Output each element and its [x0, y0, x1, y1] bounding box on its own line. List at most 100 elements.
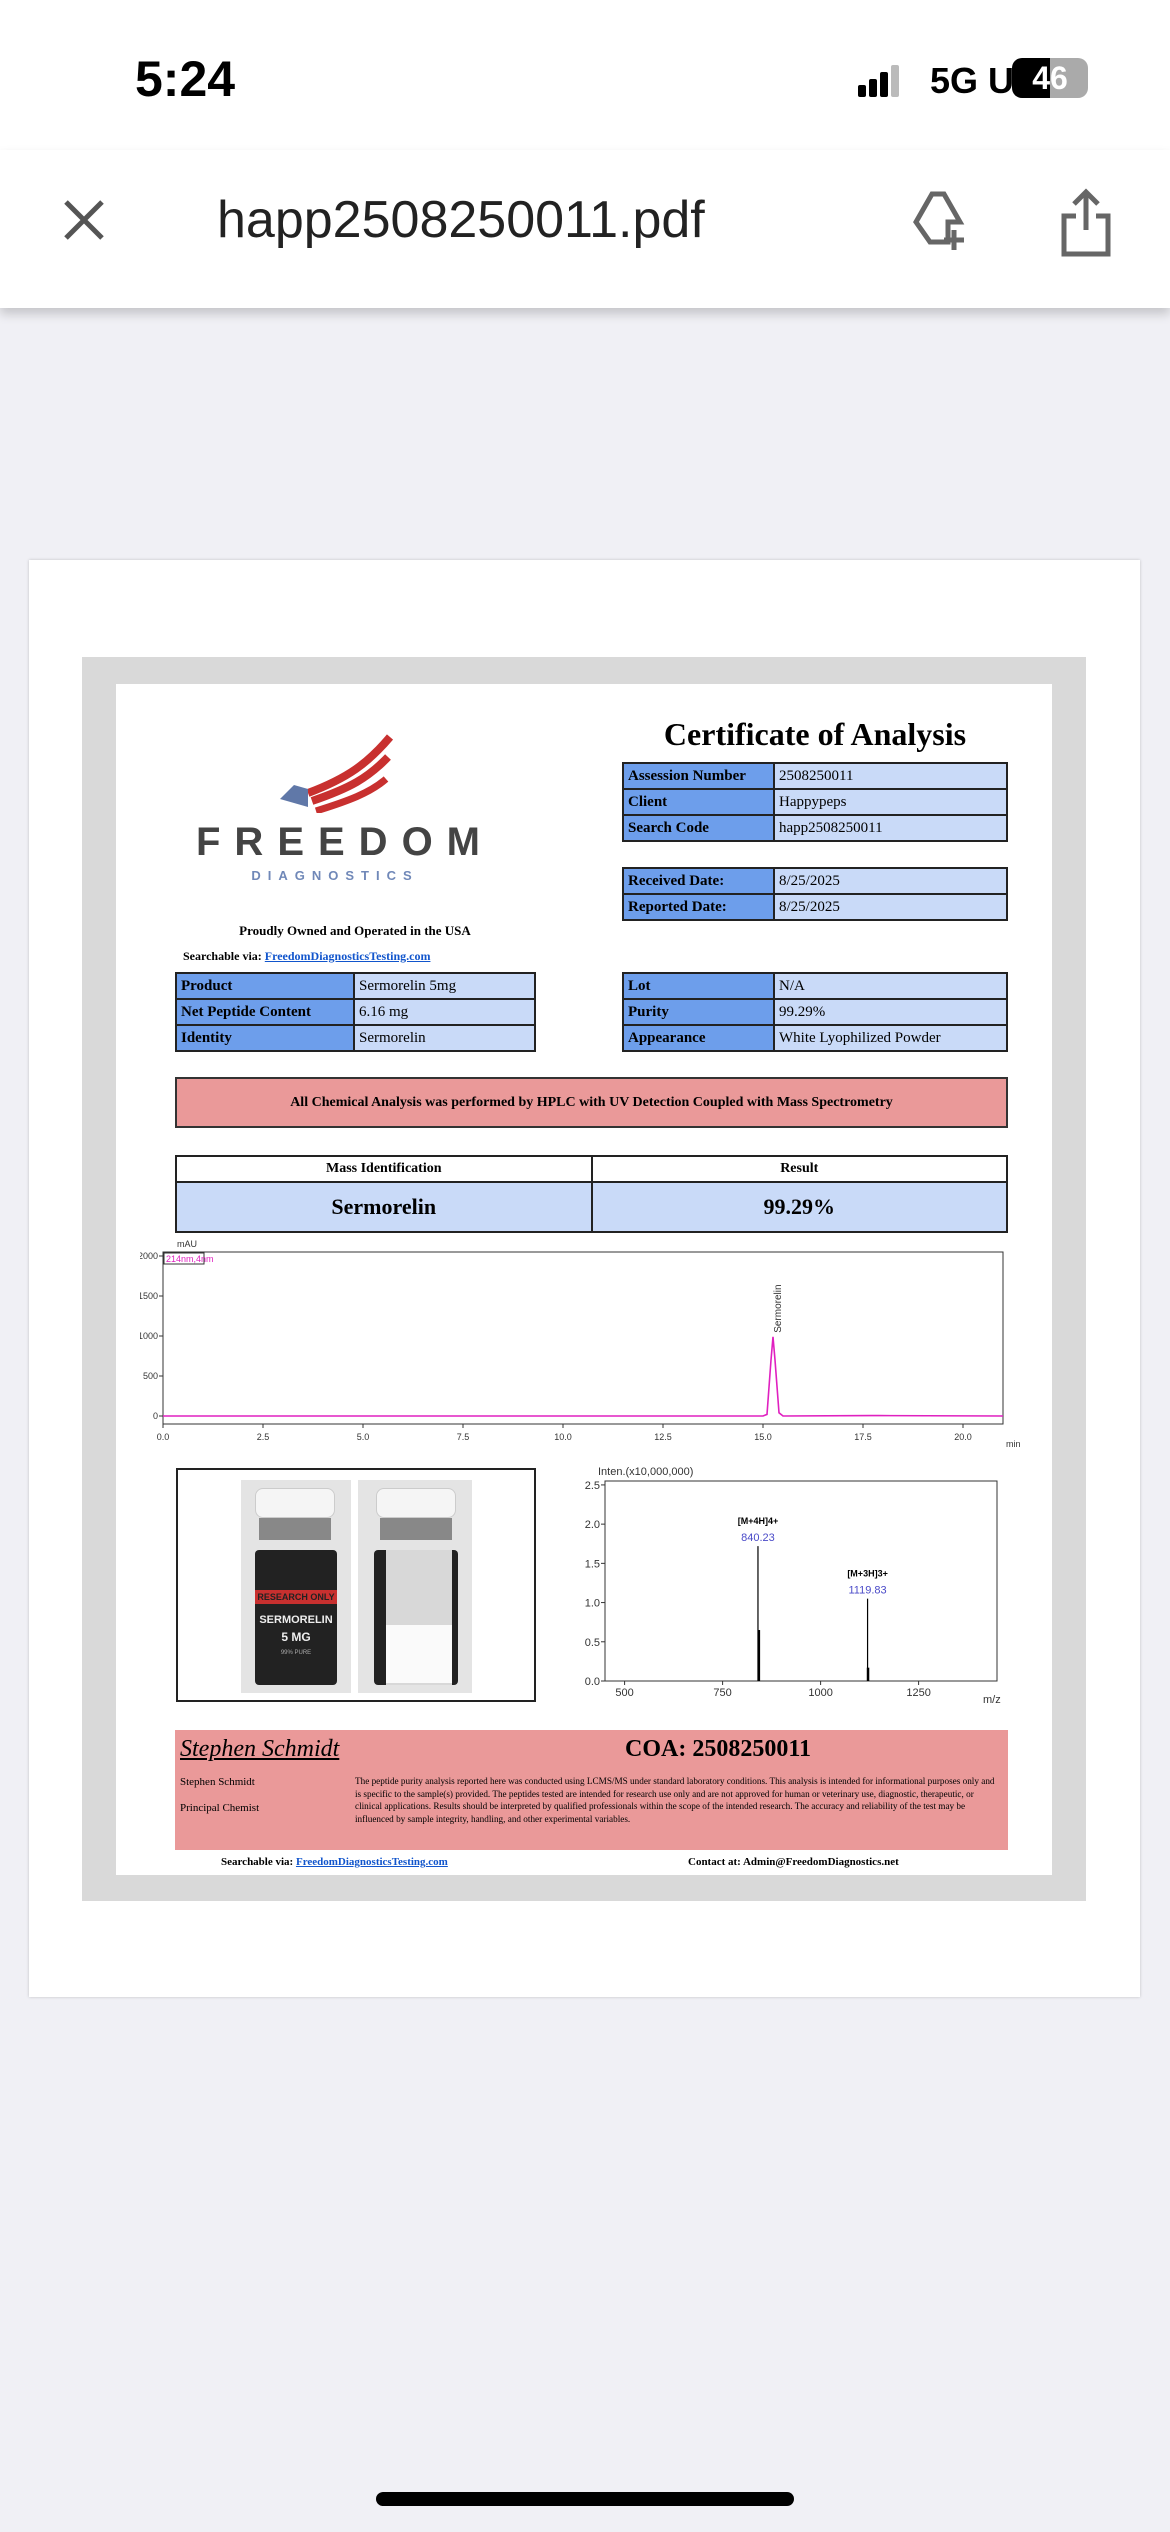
drive-add-icon[interactable] — [910, 190, 974, 254]
y-tick-label: 500 — [143, 1371, 158, 1381]
x-tick-label: 1000 — [808, 1687, 832, 1699]
hplc-chromatogram: mAU 214nm,4nm min Sermorelin 0.0 2.5 5.0 7.… — [140, 1240, 1020, 1449]
plot-frame — [162, 1251, 1004, 1425]
pdf-viewer-toolbar: happ2508250011.pdf — [0, 150, 1170, 308]
label-cell: Client — [622, 788, 775, 816]
identity-cell: Sermorelin — [175, 1181, 593, 1233]
disclaimer: The peptide purity analysis reported her… — [355, 1776, 995, 1824]
peak-label: Sermorelin — [773, 1284, 784, 1332]
battery-icon: 46 — [1012, 58, 1088, 98]
value-cell: Sermorelin 5mg — [353, 972, 536, 1000]
x-tick-label: 7.5 — [457, 1432, 470, 1442]
x-tick-label: 10.0 — [554, 1432, 572, 1442]
product-table: Product Sermorelin 5mg Net Peptide Conten… — [175, 972, 536, 1052]
y-tick-label: 0.5 — [585, 1637, 600, 1649]
status-time: 5:24 — [135, 51, 236, 107]
x-tick-label: 12.5 — [654, 1432, 672, 1442]
y-tick-label: 0 — [153, 1411, 158, 1421]
value-cell: Sermorelin — [353, 1024, 536, 1052]
chemist-name: Stephen Schmidt — [180, 1776, 255, 1788]
legend-text: 214nm,4nm — [166, 1254, 214, 1264]
x-tick-label: 2.5 — [257, 1432, 270, 1442]
table-row: Product Sermorelin 5mg — [175, 972, 536, 1000]
y-tick-label: 1.0 — [585, 1598, 600, 1610]
coa-number: COA: 2508250011 — [625, 1736, 811, 1762]
table-row: Appearance White Lyophilized Powder — [622, 1024, 1008, 1052]
id-table: Assession Number 2508250011 Client Happype… — [622, 762, 1008, 842]
table-row: Client Happypeps — [622, 788, 1008, 816]
vial-purity: 99% PURE — [280, 1650, 312, 1656]
y-tick-label: 1000 — [140, 1331, 158, 1341]
table-row: Purity 99.29% — [622, 998, 1008, 1026]
document-title: Certificate of Analysis — [663, 716, 967, 752]
value-cell: happ2508250011 — [773, 814, 1008, 842]
y-axis-label: mAU — [177, 1240, 197, 1249]
label-cell: Assession Number — [622, 762, 775, 790]
result-cell: 99.29% — [590, 1181, 1008, 1233]
table-row: Sermorelin 99.29% — [175, 1181, 1008, 1233]
value-cell: N/A — [773, 972, 1008, 1000]
tagline: Proudly Owned and Operated in the USA — [239, 923, 471, 938]
footer-searchable: Searchable via: FreedomDiagnosticsTestin… — [221, 1856, 448, 1868]
website-link[interactable]: FreedomDiagnosticsTesting.com — [264, 949, 431, 963]
value-cell: Happypeps — [773, 788, 1008, 816]
header-cell: Result — [590, 1155, 1008, 1183]
eagle-flag-logo-icon — [280, 734, 394, 813]
peak-ion-label: [M+4H]4+ — [738, 1516, 779, 1526]
label-cell: Reported Date: — [622, 893, 775, 921]
battery-level: 46 — [1032, 60, 1068, 96]
vial-photo-box: RESEARCH ONLY SERMORELIN 5 MG 99% PURE — [176, 1468, 536, 1702]
peak-mz-value: 1119.83 — [849, 1585, 887, 1597]
file-title: happ2508250011.pdf — [217, 191, 705, 249]
x-tick-label: 500 — [615, 1687, 633, 1699]
result-table: Mass Identification Result Sermorelin 99.2… — [175, 1155, 1008, 1233]
x-tick-label: 750 — [713, 1687, 731, 1699]
x-tick-label: 5.0 — [357, 1432, 370, 1442]
y-tick-label: 2.0 — [585, 1519, 600, 1531]
vial-photo-front: RESEARCH ONLY SERMORELIN 5 MG 99% PURE — [241, 1480, 351, 1693]
y-tick-label: 1.5 — [585, 1558, 600, 1570]
value-cell: 99.29% — [773, 998, 1008, 1026]
x-tick-label: 1250 — [906, 1687, 930, 1699]
vial-dose: 5 MG — [281, 1630, 311, 1644]
label-cell: Received Date: — [622, 867, 775, 895]
vial-band: RESEARCH ONLY — [255, 1590, 337, 1604]
signature-footer: Stephen Schmidt COA: 2508250011 Stephen … — [175, 1730, 1008, 1850]
label-cell: Search Code — [622, 814, 775, 842]
table-row: Reported Date: 8/25/2025 — [622, 893, 1008, 921]
chromatogram-trace — [163, 1336, 1004, 1417]
share-icon[interactable] — [1058, 188, 1114, 258]
x-tick-label: 20.0 — [954, 1432, 972, 1442]
table-row: Identity Sermorelin — [175, 1024, 536, 1052]
y-axis-label: Inten.(x10,000,000) — [598, 1466, 693, 1478]
peak-ion-label: [M+3H]3+ — [847, 1569, 888, 1579]
table-row: Net Peptide Content 6.16 mg — [175, 998, 536, 1026]
table-row: Search Code happ2508250011 — [622, 814, 1008, 842]
searchable-label: Searchable via: — [183, 949, 262, 963]
signal-icon — [858, 65, 908, 97]
mass-spectrum: Inten.(x10,000,000) m/z 500 750 1000 1250 0.… — [585, 1466, 1001, 1706]
logo-name: FREEDOM — [196, 820, 494, 864]
status-bar: 5:24 5G UC 46 — [0, 0, 1170, 150]
value-cell: White Lyophilized Powder — [773, 1024, 1008, 1052]
x-tick-label: 0.0 — [157, 1432, 170, 1442]
home-indicator[interactable] — [376, 2492, 794, 2506]
contact-email: Contact at: Admin@FreedomDiagnostics.net — [688, 1856, 899, 1868]
website-link[interactable]: FreedomDiagnosticsTesting.com — [295, 1856, 448, 1868]
label-cell: Net Peptide Content — [175, 998, 355, 1026]
value-cell: 6.16 mg — [353, 998, 536, 1026]
header-cell: Mass Identification — [175, 1155, 593, 1183]
x-tick-label: 17.5 — [854, 1432, 872, 1442]
value-cell: 8/25/2025 — [773, 893, 1008, 921]
table-row: Received Date: 8/25/2025 — [622, 867, 1008, 895]
vial-name: SERMORELIN — [259, 1614, 333, 1626]
peak-mz-value: 840.23 — [741, 1532, 775, 1544]
label-cell: Purity — [622, 998, 775, 1026]
close-icon[interactable] — [62, 198, 106, 242]
table-row: Lot N/A — [622, 972, 1008, 1000]
logo-subtitle: DIAGNOSTICS — [251, 868, 419, 883]
label-cell: Identity — [175, 1024, 355, 1052]
searchable-via: Searchable via: FreedomDiagnosticsTestin… — [183, 949, 430, 964]
label-cell: Lot — [622, 972, 775, 1000]
x-tick-label: 15.0 — [754, 1432, 772, 1442]
